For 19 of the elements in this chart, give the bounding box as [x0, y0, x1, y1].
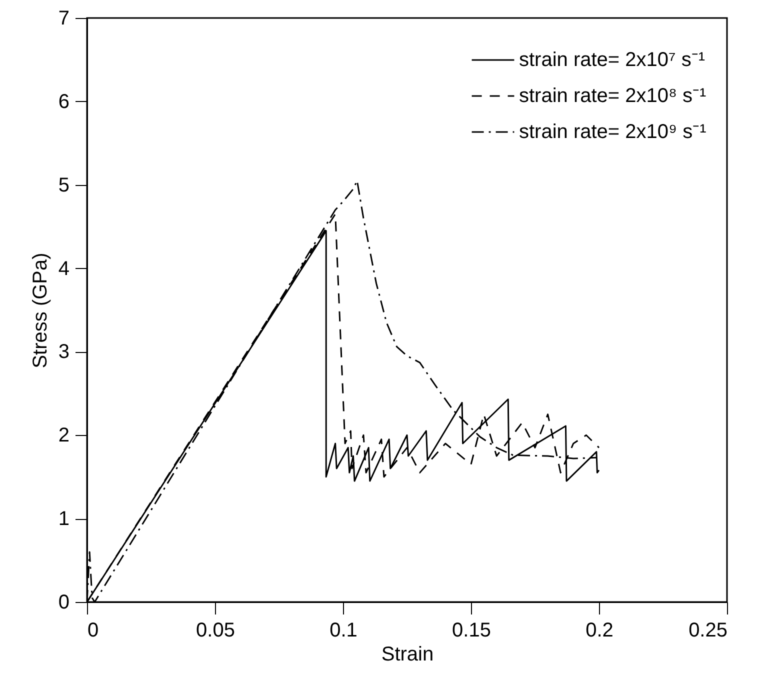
y-tick-label: 1: [58, 508, 70, 530]
x-tick-label: 0.05: [196, 620, 235, 642]
x-tick-label: 0.1: [330, 620, 358, 642]
x-tick-label: 0.2: [586, 620, 614, 642]
y-tick-label: 5: [58, 174, 70, 196]
x-tick-label: 0.15: [452, 620, 491, 642]
y-tick-label: 7: [58, 8, 70, 30]
legend-label: strain rate= 2x10⁸ s⁻¹: [519, 85, 707, 107]
legend-label: strain rate= 2x10⁹ s⁻¹: [519, 121, 707, 143]
y-tick-label: 4: [58, 258, 70, 280]
legend-label: strain rate= 2x10⁷ s⁻¹: [519, 49, 706, 71]
x-tick-label: 0.25: [688, 620, 728, 642]
x-tick-label: 0: [88, 620, 99, 642]
y-tick-label: 0: [58, 592, 70, 614]
x-axis-title: Strain: [381, 644, 434, 666]
y-axis-title: Stress (GPa): [29, 252, 52, 368]
y-tick-label: 6: [58, 90, 70, 113]
y-tick-label: 3: [58, 341, 70, 364]
y-tick-label: 2: [58, 424, 70, 447]
